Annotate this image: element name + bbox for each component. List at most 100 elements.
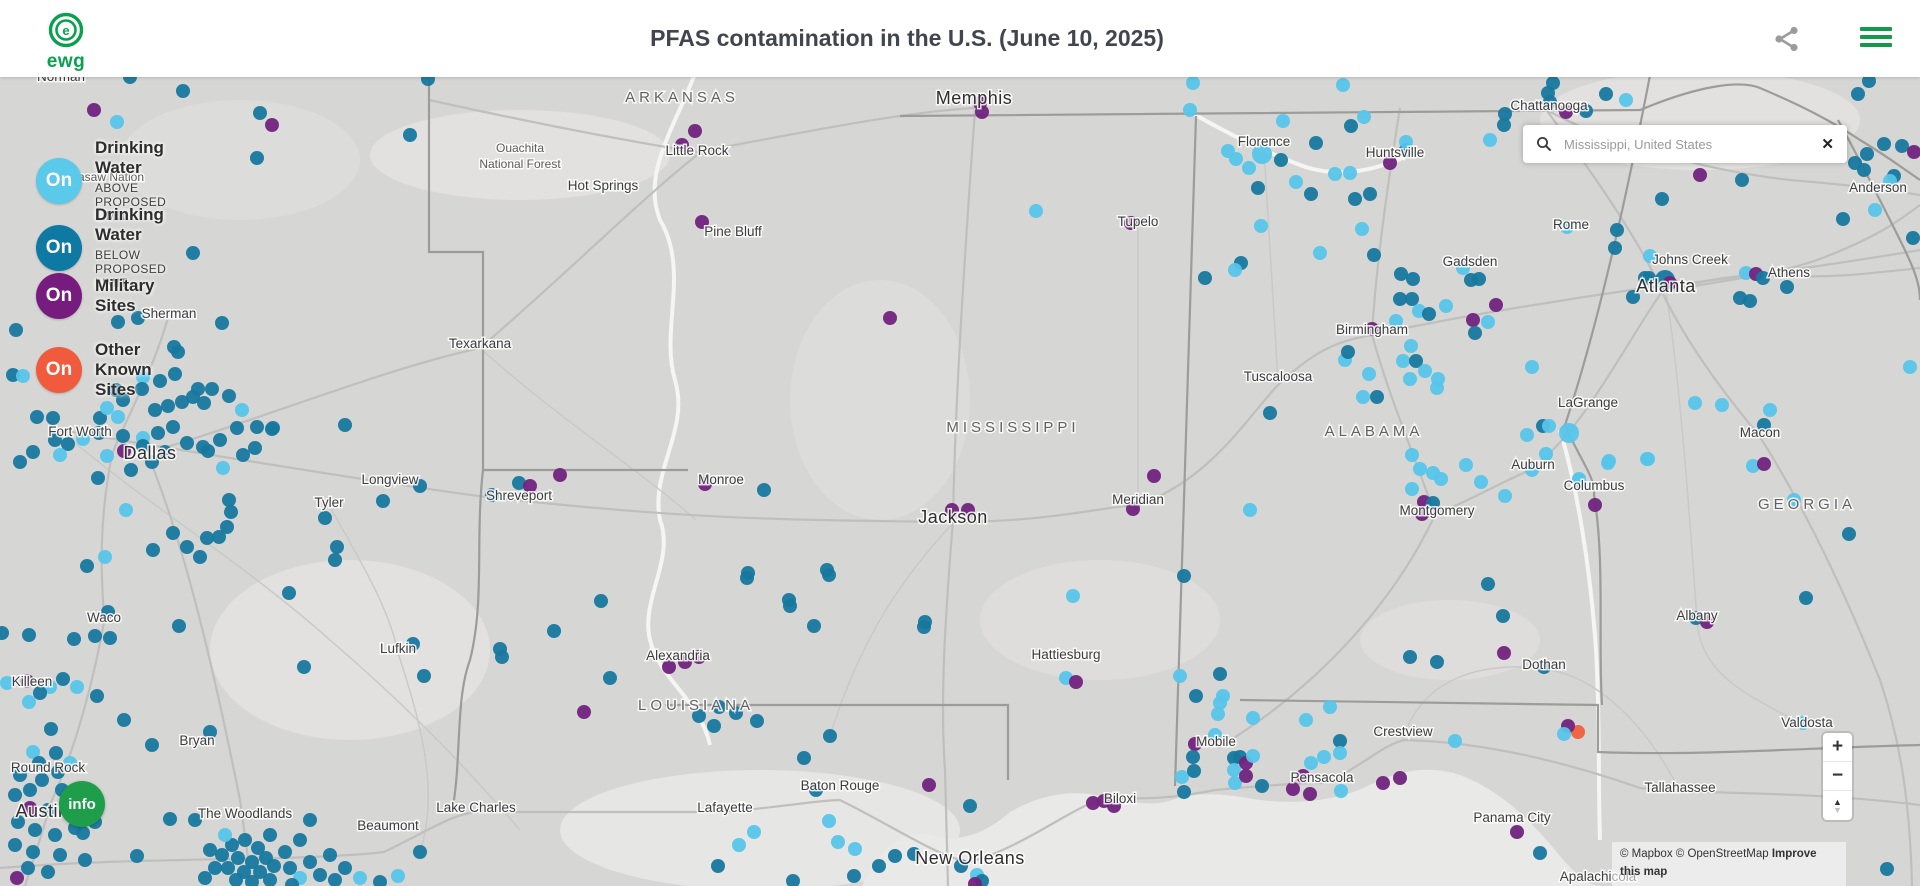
map-marker-drinking-water-below[interactable] bbox=[236, 448, 250, 462]
map-marker-drinking-water-above[interactable] bbox=[1289, 175, 1303, 189]
map-marker-drinking-water-below[interactable] bbox=[413, 845, 427, 859]
map-marker-drinking-water-below[interactable] bbox=[111, 315, 125, 329]
map-marker-drinking-water-below[interactable] bbox=[188, 813, 202, 827]
map-marker-military-site[interactable] bbox=[662, 660, 676, 674]
map-marker-drinking-water-below[interactable] bbox=[175, 395, 189, 409]
map-marker-drinking-water-above[interactable] bbox=[63, 756, 77, 770]
map-marker-drinking-water-above[interactable] bbox=[1242, 161, 1256, 175]
map-marker-drinking-water-below[interactable] bbox=[1394, 267, 1408, 281]
map-marker-military-site[interactable] bbox=[968, 877, 982, 886]
map-marker-drinking-water-below[interactable] bbox=[116, 393, 130, 407]
map-marker-drinking-water-below[interactable] bbox=[26, 845, 40, 859]
map-marker-drinking-water-below[interactable] bbox=[136, 439, 150, 453]
map-marker-drinking-water-below[interactable] bbox=[1393, 292, 1407, 306]
map-marker-drinking-water-below[interactable] bbox=[51, 765, 65, 779]
map-marker-drinking-water-below[interactable] bbox=[248, 441, 262, 455]
map-marker-military-site[interactable] bbox=[1239, 769, 1253, 783]
map-marker-drinking-water-below[interactable] bbox=[222, 389, 236, 403]
map-marker-drinking-water-below[interactable] bbox=[103, 631, 117, 645]
map-marker-drinking-water-below[interactable] bbox=[1537, 660, 1551, 674]
map-marker-military-site[interactable] bbox=[1069, 675, 1083, 689]
map-marker-drinking-water-below[interactable] bbox=[1496, 609, 1510, 623]
map-marker-drinking-water-above[interactable] bbox=[1474, 475, 1488, 489]
map-marker-drinking-water-above[interactable] bbox=[1715, 398, 1729, 412]
map-marker-drinking-water-above[interactable] bbox=[1434, 472, 1448, 486]
map-marker-drinking-water-below[interactable] bbox=[1344, 119, 1358, 133]
map-marker-drinking-water-above[interactable] bbox=[1355, 222, 1369, 236]
map-marker-drinking-water-below[interactable] bbox=[153, 374, 167, 388]
map-marker-drinking-water-below[interactable] bbox=[1309, 136, 1323, 150]
map-marker-drinking-water-above[interactable] bbox=[22, 695, 36, 709]
map-marker-drinking-water-below[interactable] bbox=[180, 540, 194, 554]
map-marker-drinking-water-below[interactable] bbox=[23, 783, 37, 797]
map-marker-drinking-water-below[interactable] bbox=[328, 553, 342, 567]
map-marker-drinking-water-below[interactable] bbox=[109, 383, 123, 397]
map-marker-drinking-water-below[interactable] bbox=[88, 629, 102, 643]
map-marker-drinking-water-above[interactable] bbox=[1403, 372, 1417, 386]
map-marker-drinking-water-below[interactable] bbox=[166, 420, 180, 434]
map-marker-drinking-water-above[interactable] bbox=[1389, 314, 1403, 328]
map-marker-drinking-water-below[interactable] bbox=[797, 751, 811, 765]
map-marker-drinking-water-below[interactable] bbox=[213, 433, 227, 447]
map-marker-drinking-water-above[interactable] bbox=[1456, 261, 1470, 275]
map-marker-drinking-water-below[interactable] bbox=[21, 861, 35, 875]
map-marker-drinking-water-above[interactable] bbox=[1246, 711, 1260, 725]
map-marker-drinking-water-below[interactable] bbox=[53, 848, 67, 862]
map-marker-military-site[interactable] bbox=[1303, 787, 1317, 801]
map-marker-drinking-water-below[interactable] bbox=[1836, 212, 1850, 226]
map-marker-drinking-water-below[interactable] bbox=[283, 861, 297, 875]
map-marker-drinking-water-below[interactable] bbox=[1533, 846, 1547, 860]
map-marker-military-site[interactable] bbox=[1559, 105, 1573, 119]
map-marker-drinking-water-below[interactable] bbox=[712, 700, 726, 714]
map-marker-military-site[interactable] bbox=[10, 871, 24, 885]
map-marker-drinking-water-above[interactable] bbox=[1559, 423, 1579, 443]
map-marker-military-site[interactable] bbox=[1757, 457, 1771, 471]
map-marker-drinking-water-below[interactable] bbox=[1472, 272, 1486, 286]
map-marker-drinking-water-below[interactable] bbox=[263, 873, 277, 886]
map-marker-drinking-water-below[interactable] bbox=[823, 729, 837, 743]
map-marker-drinking-water-above[interactable] bbox=[391, 869, 405, 883]
map-marker-drinking-water-above[interactable] bbox=[53, 448, 67, 462]
map-marker-drinking-water-above[interactable] bbox=[1746, 459, 1760, 473]
map-marker-military-site[interactable] bbox=[1126, 502, 1140, 516]
map-marker-drinking-water-below[interactable] bbox=[303, 855, 317, 869]
map-marker-drinking-water-below[interactable] bbox=[413, 479, 427, 493]
map-marker-drinking-water-below[interactable] bbox=[28, 823, 42, 837]
map-marker-drinking-water-below[interactable] bbox=[954, 859, 968, 873]
toggle-military-sites[interactable]: On bbox=[36, 273, 82, 319]
map-marker-drinking-water-below[interactable] bbox=[1862, 74, 1876, 88]
ewg-logo[interactable]: e ewg bbox=[38, 12, 94, 72]
map-marker-drinking-water-above[interactable] bbox=[110, 115, 124, 129]
map-marker-drinking-water-below[interactable] bbox=[1757, 418, 1771, 432]
map-marker-drinking-water-above[interactable] bbox=[100, 401, 114, 415]
map-marker-drinking-water-below[interactable] bbox=[116, 429, 130, 443]
map-marker-drinking-water-above[interactable] bbox=[1883, 174, 1897, 188]
map-marker-military-site[interactable] bbox=[1188, 737, 1202, 751]
map-marker-drinking-water-below[interactable] bbox=[46, 411, 60, 425]
map-marker-military-site[interactable] bbox=[20, 674, 34, 688]
map-marker-drinking-water-below[interactable] bbox=[1780, 280, 1794, 294]
map-marker-drinking-water-below[interactable] bbox=[1367, 248, 1381, 262]
map-marker-drinking-water-below[interactable] bbox=[221, 861, 235, 875]
map-marker-drinking-water-below[interactable] bbox=[707, 719, 721, 733]
map-marker-drinking-water-below[interactable] bbox=[338, 418, 352, 432]
map-marker-drinking-water-below[interactable] bbox=[741, 566, 755, 580]
map-marker-drinking-water-above[interactable] bbox=[1175, 770, 1189, 784]
map-marker-drinking-water-above[interactable] bbox=[1418, 364, 1432, 378]
map-marker-drinking-water-below[interactable] bbox=[512, 476, 526, 490]
map-marker-military-site[interactable] bbox=[1907, 145, 1920, 159]
map-marker-drinking-water-below[interactable] bbox=[267, 859, 281, 873]
zoom-in-button[interactable]: + bbox=[1823, 733, 1852, 762]
map-marker-drinking-water-above[interactable] bbox=[0, 676, 14, 690]
map-marker-drinking-water-below[interactable] bbox=[1177, 569, 1191, 583]
map-marker-drinking-water-below[interactable] bbox=[786, 874, 800, 886]
map-marker-drinking-water-below[interactable] bbox=[1370, 390, 1384, 404]
map-marker-drinking-water-below[interactable] bbox=[1599, 87, 1613, 101]
map-marker-drinking-water-below[interactable] bbox=[250, 151, 264, 165]
map-marker-drinking-water-above[interactable] bbox=[1254, 219, 1268, 233]
pitch-toggle-button[interactable]: ▲ ▼ bbox=[1823, 791, 1852, 820]
map-marker-drinking-water-below[interactable] bbox=[56, 672, 70, 686]
map-marker-drinking-water-above[interactable] bbox=[1211, 707, 1225, 721]
map-marker-drinking-water-above[interactable] bbox=[1317, 750, 1331, 764]
